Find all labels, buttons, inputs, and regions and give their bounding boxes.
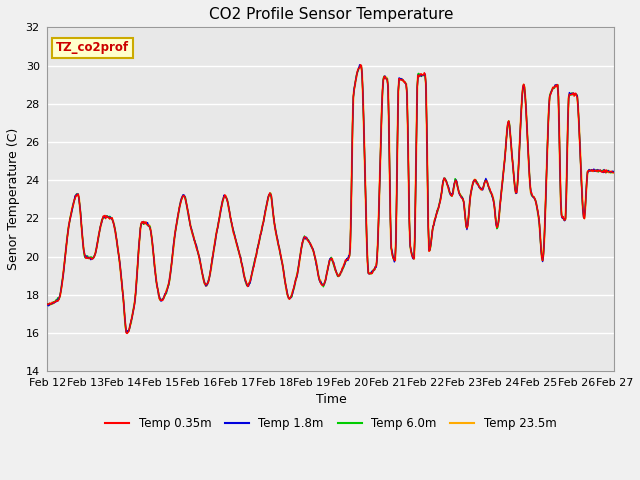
X-axis label: Time: Time: [316, 393, 346, 406]
Y-axis label: Senor Temperature (C): Senor Temperature (C): [7, 128, 20, 271]
Text: TZ_co2prof: TZ_co2prof: [56, 41, 129, 54]
Title: CO2 Profile Sensor Temperature: CO2 Profile Sensor Temperature: [209, 7, 453, 22]
Legend: Temp 0.35m, Temp 1.8m, Temp 6.0m, Temp 23.5m: Temp 0.35m, Temp 1.8m, Temp 6.0m, Temp 2…: [100, 412, 561, 434]
